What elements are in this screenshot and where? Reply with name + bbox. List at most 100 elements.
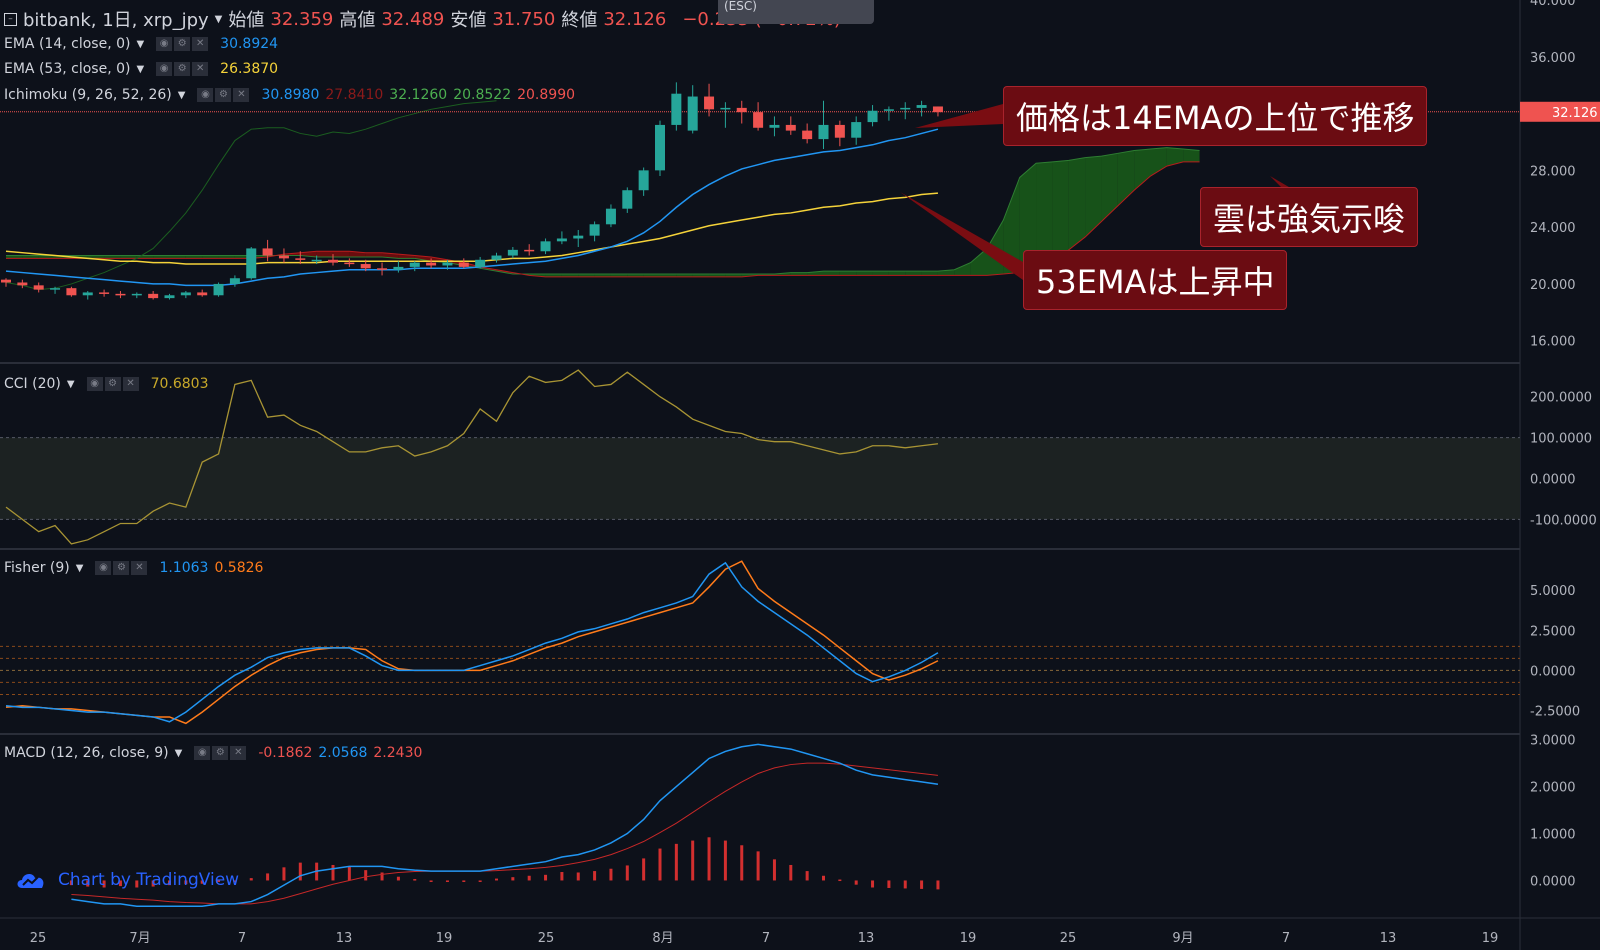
macd-histogram-bar — [854, 880, 858, 885]
candle-body — [295, 258, 306, 260]
macd-histogram-bar — [789, 864, 793, 881]
close-icon[interactable]: ✕ — [122, 377, 139, 391]
macd-histogram-bar — [184, 880, 188, 885]
legend-ema53[interactable]: EMA (53, close, 0) ▼ ◉ ⚙ ✕ 26.3870 — [4, 61, 278, 77]
close-icon[interactable]: ✕ — [230, 746, 247, 760]
candle-body — [834, 124, 845, 138]
annotation-ema53-rising[interactable]: 53EMAは上昇中 — [1023, 250, 1288, 310]
chevron-down-icon[interactable]: ▼ — [174, 747, 183, 759]
macd-histogram-bar — [625, 865, 629, 881]
time-tick-label: 8月 — [652, 931, 673, 946]
kumo-cloud-segment — [954, 262, 971, 276]
ichimoku-value-2: 27.8410 — [325, 87, 384, 103]
collapse-icon[interactable]: – — [4, 12, 17, 26]
macd-tick-label: 1.0000 — [1530, 828, 1576, 843]
macd-histogram-bar — [413, 879, 417, 881]
close-icon[interactable]: ✕ — [233, 88, 250, 102]
eye-icon[interactable]: ◉ — [156, 37, 173, 51]
macd-histogram-bar — [658, 848, 662, 881]
eye-icon[interactable]: ◉ — [156, 62, 173, 76]
legend-macd[interactable]: MACD (12, 26, close, 9) ▼ ◉ ⚙ ✕ -0.1862 2.… — [4, 745, 422, 761]
chevron-down-icon[interactable]: ▼ — [177, 89, 186, 101]
kumo-cloud-segment — [610, 273, 628, 277]
candle-body — [278, 255, 289, 259]
tradingview-watermark[interactable]: Chart by TradingView — [14, 868, 239, 892]
time-tick-label: 13 — [1380, 931, 1397, 946]
eye-icon[interactable]: ◉ — [194, 746, 211, 760]
candle-body — [360, 264, 371, 269]
macd-histogram-bar — [86, 880, 90, 887]
high-label: 高値 — [339, 10, 376, 31]
legend-ema14[interactable]: EMA (14, close, 0) ▼ ◉ ⚙ ✕ 30.8924 — [4, 36, 278, 52]
macd-value-2: 2.0568 — [318, 745, 368, 761]
kumo-cloud-segment — [104, 255, 121, 259]
kumo-lead-b-line — [6, 161, 1200, 278]
gear-icon[interactable]: ⚙ — [215, 88, 232, 102]
macd-label[interactable]: MACD (12, 26, close, 9) — [4, 745, 169, 761]
kumo-cloud-segment — [627, 273, 644, 277]
candle-body — [671, 93, 682, 125]
macd-histogram-bar — [168, 880, 171, 886]
chevron-down-icon[interactable]: ▼ — [75, 562, 84, 574]
close-icon[interactable]: ✕ — [192, 37, 209, 51]
kumo-cloud-segment — [365, 252, 383, 257]
eye-icon[interactable]: ◉ — [86, 377, 103, 391]
kumo-cloud-segment — [1166, 147, 1184, 167]
ema53-label[interactable]: EMA (53, close, 0) — [4, 61, 131, 77]
fisher-tick-label: 0.0000 — [1530, 664, 1576, 679]
eye-icon[interactable]: ◉ — [95, 561, 112, 575]
macd-histogram-bar — [478, 880, 482, 882]
price-tick-label: 36.000 — [1530, 51, 1576, 66]
kumo-cloud-segment — [1085, 156, 1102, 238]
macd-histogram-bar — [772, 859, 776, 881]
macd-histogram-bar — [756, 851, 760, 881]
chevron-down-icon[interactable]: ▼ — [136, 38, 145, 50]
kumo-cloud-segment — [790, 272, 808, 276]
cci-tick-label: 200.0000 — [1530, 391, 1592, 406]
chevron-down-icon[interactable]: ▼ — [136, 63, 145, 75]
eye-icon[interactable]: ◉ — [197, 88, 214, 102]
cloud-logo-icon — [17, 874, 44, 888]
macd-histogram-bar — [903, 880, 907, 889]
ichimoku-label[interactable]: Ichimoku (9, 26, 52, 26) — [4, 87, 172, 103]
cci-band — [0, 437, 1520, 520]
symbol-label[interactable]: bitbank, 1日, xrp_jpy — [23, 10, 209, 31]
price-tick-label: 40.000 — [1530, 0, 1576, 9]
legend-fisher[interactable]: Fisher (9) ▼ ◉ ⚙ ✕ 1.1063 0.5826 — [4, 560, 263, 576]
macd-histogram-bar — [511, 877, 515, 881]
candle-body — [916, 105, 927, 108]
ema53-value: 26.3870 — [220, 61, 279, 77]
fisher-label[interactable]: Fisher (9) — [4, 560, 70, 576]
cci-label[interactable]: CCI (20) — [4, 376, 61, 392]
gear-icon[interactable]: ⚙ — [104, 377, 121, 391]
annotation-cloud-bullish[interactable]: 雲は強気示唆 — [1200, 187, 1419, 247]
fisher-tick-label: 2.5000 — [1530, 624, 1576, 639]
gear-icon[interactable]: ⚙ — [113, 561, 130, 575]
gear-icon[interactable]: ⚙ — [174, 37, 191, 51]
gear-icon[interactable]: ⚙ — [212, 746, 229, 760]
chevron-down-icon[interactable]: ▼ — [66, 378, 75, 390]
candle-body — [475, 259, 486, 267]
kumo-cloud-segment — [333, 251, 350, 257]
annotation-price-above-ema14[interactable]: 価格は14EMAの上位で推移 — [1003, 86, 1428, 146]
cci-line — [5, 369, 939, 545]
ema14-label[interactable]: EMA (14, close, 0) — [4, 36, 131, 52]
legend-ichimoku[interactable]: Ichimoku (9, 26, 52, 26) ▼ ◉ ⚙ ✕ 30.8980 2… — [4, 87, 575, 103]
candle-body — [932, 106, 943, 113]
macd-histogram-bar — [445, 880, 449, 882]
candle-body — [720, 107, 731, 110]
legend-cci[interactable]: CCI (20) ▼ ◉ ⚙ ✕ 70.6803 — [4, 376, 208, 392]
ema14-value: 30.8924 — [220, 36, 279, 52]
close-icon[interactable]: ✕ — [192, 62, 209, 76]
kumo-cloud-segment — [1068, 157, 1086, 250]
gear-icon[interactable]: ⚙ — [174, 62, 191, 76]
candle-body — [148, 293, 159, 299]
time-tick-label: 7 — [1282, 931, 1290, 946]
close-icon[interactable]: ✕ — [131, 561, 148, 575]
macd-histogram-bar — [495, 878, 498, 881]
chevron-down-icon[interactable]: ▼ — [214, 13, 223, 25]
kumo-cloud-segment — [1019, 163, 1037, 273]
close-value: 32.126 — [603, 8, 667, 30]
candle-body — [442, 262, 453, 266]
